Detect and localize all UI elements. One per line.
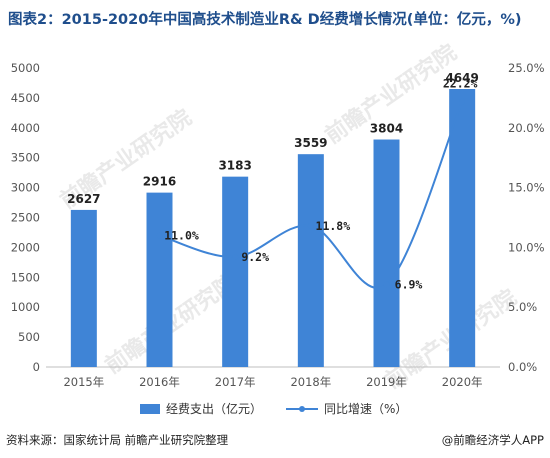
bar-value-label: 2916: [143, 175, 176, 189]
y-left-tick-label: 3000: [11, 181, 40, 195]
growth-line: [159, 101, 464, 289]
y-right-tick-label: 25.0%: [508, 61, 545, 75]
bar-2015年: [70, 209, 97, 367]
chart-title: 图表2：2015-2020年中国高技术制造业R& D经费增长情况(单位：亿元，%…: [8, 12, 522, 28]
source-note: 资料来源：国家统计局 前瞻产业研究院整理: [6, 433, 229, 447]
growth-point: [232, 253, 239, 260]
bar-value-label: 3559: [294, 136, 327, 150]
bar-2020年: [449, 88, 476, 367]
x-tick-label: 2018年: [290, 375, 331, 389]
brand-credit: @前瞻经济学人APP: [441, 433, 544, 447]
bar-2018年: [297, 154, 324, 367]
bar-value-label: 3183: [218, 159, 251, 173]
y-right-tick-label: 5.0%: [508, 300, 537, 314]
y-left-tick-label: 2000: [11, 240, 40, 254]
growth-value-label: 22.2%: [443, 76, 478, 90]
growth-value-label: 9.2%: [241, 250, 269, 264]
legend-bar-swatch: [140, 404, 160, 414]
y-left-tick-label: 3500: [11, 151, 40, 165]
bar-2019年: [373, 139, 400, 367]
bar-value-label: 2627: [67, 192, 100, 206]
x-tick-label: 2020年: [442, 375, 483, 389]
growth-point: [307, 222, 314, 229]
growth-point: [383, 281, 390, 288]
legend-bar-label: 经费支出（亿元）: [166, 401, 262, 416]
growth-value-label: 6.9%: [395, 277, 423, 291]
y-left-tick-label: 4500: [11, 91, 40, 105]
y-left-tick-label: 0: [33, 360, 40, 374]
bar-value-label: 3804: [370, 122, 403, 136]
y-left-tick-label: 4000: [11, 121, 40, 135]
growth-point: [156, 232, 163, 239]
y-left-tick-label: 1500: [11, 270, 40, 284]
y-left-tick-label: 2500: [11, 211, 40, 225]
x-tick-label: 2015年: [63, 375, 104, 389]
bar-2016年: [146, 192, 173, 367]
legend-line-label: 同比增速（%）: [324, 402, 407, 416]
y-left-tick-label: 5000: [11, 61, 40, 75]
bar-2017年: [222, 176, 249, 367]
x-tick-label: 2017年: [215, 375, 256, 389]
y-right-tick-label: 10.0%: [508, 240, 545, 254]
growth-point: [459, 98, 466, 105]
legend-line-marker: [299, 406, 305, 412]
y-right-tick-label: 0.0%: [508, 360, 537, 374]
growth-value-label: 11.8%: [316, 219, 351, 233]
growth-value-label: 11.0%: [164, 228, 199, 242]
x-tick-label: 2016年: [139, 375, 180, 389]
y-right-tick-label: 20.0%: [508, 121, 545, 135]
x-tick-label: 2019年: [366, 375, 407, 389]
bar-value-label: 4649: [445, 71, 478, 85]
y-left-tick-label: 1000: [11, 300, 40, 314]
y-left-tick-label: 500: [18, 330, 40, 344]
y-right-tick-label: 15.0%: [508, 181, 545, 195]
